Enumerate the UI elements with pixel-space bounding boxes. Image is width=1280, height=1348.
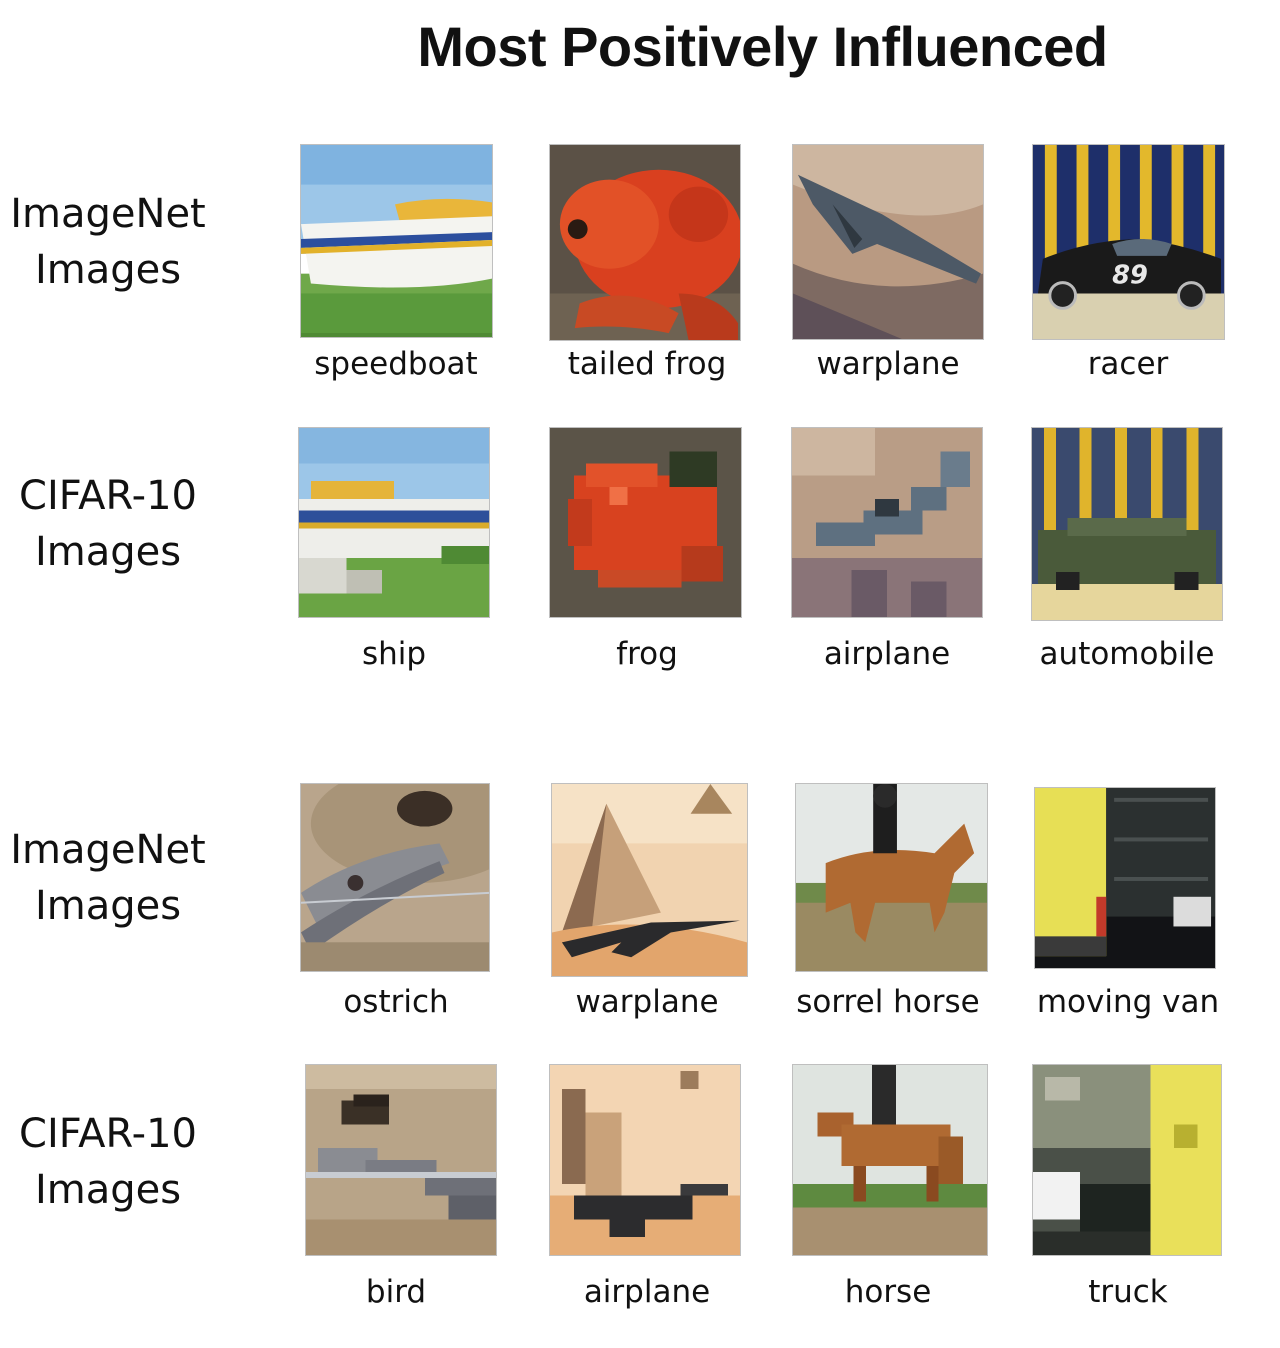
row-label-line: Images [34,529,182,575]
row-label-imagenet-1: ImageNet Images [0,186,216,298]
row-label-cifar-1: CIFAR-10 Images [0,468,216,580]
caption: bird [365,1274,427,1310]
caption: ostrich [343,984,449,1020]
row-label-line: ImageNet [10,827,206,873]
warplane-photo-icon [793,145,983,339]
caption: airplane [823,636,951,672]
automobile-photo-icon [1032,428,1222,620]
bird-image [305,1064,497,1256]
frog-image [549,427,742,618]
airplane-image [791,427,983,618]
caption: speedboat [314,346,478,382]
moving-van-photo-icon [1035,788,1215,968]
svg-text:89: 89 [1112,261,1148,291]
caption: automobile [1039,636,1215,672]
racer-photo-icon: 89 [1033,145,1224,339]
horse-image [792,1064,988,1256]
caption: warplane [816,346,960,382]
caption: racer [1087,346,1169,382]
bird-photo-icon [306,1065,496,1255]
figure-title: Most Positively Influenced [417,15,1108,78]
caption: moving van [1036,984,1220,1020]
automobile-image [1031,427,1223,621]
airplane-photo-icon [550,1065,740,1255]
frog-photo-icon [550,428,741,617]
speedboat-image [300,144,493,338]
ostrich-image [300,783,490,972]
airplane-photo-icon [792,428,982,617]
warplane-pyramids-photo-icon [552,784,747,976]
ship-photo-icon [299,428,489,617]
caption: airplane [583,1274,711,1310]
airplane-2-image [549,1064,741,1256]
caption: frog [616,636,678,672]
speedboat-photo-icon [301,145,492,337]
ship-image [298,427,490,618]
truck-photo-icon [1033,1065,1221,1255]
row-label-cifar-2: CIFAR-10 Images [0,1106,216,1218]
truck-image [1032,1064,1222,1256]
caption: tailed frog [567,346,727,382]
row-label-imagenet-2: ImageNet Images [0,822,216,934]
caption: ship [361,636,427,672]
tailed-frog-photo-icon [550,145,740,340]
row-label-line: Images [34,883,182,929]
caption: warplane [575,984,719,1020]
row-label-line: CIFAR-10 [19,1111,197,1157]
sorrel-horse-image [795,783,988,972]
moving-van-image [1034,787,1216,969]
row-label-line: Images [34,1167,182,1213]
caption: truck [1088,1274,1168,1310]
warplane-pyramids-image [551,783,748,977]
caption: sorrel horse [796,984,980,1020]
horse-photo-icon [793,1065,987,1255]
tailed-frog-image [549,144,741,341]
ostrich-photo-icon [301,784,489,971]
row-label-line: Images [34,247,182,293]
sorrel-horse-photo-icon [796,784,987,971]
racer-image: 89 [1032,144,1225,340]
row-label-line: CIFAR-10 [19,473,197,519]
caption: horse [844,1274,932,1310]
row-label-line: ImageNet [10,191,206,237]
warplane-image [792,144,984,340]
